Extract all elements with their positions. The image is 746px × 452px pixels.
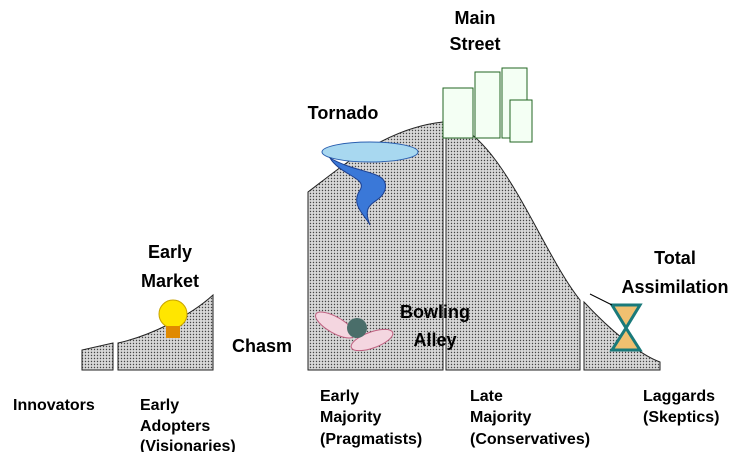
stage-label: Street: [449, 34, 500, 54]
stage-label: Chasm: [232, 336, 292, 356]
stage-label: Bowling: [400, 302, 470, 322]
adoption-diagram: Main Street Tornado Early Market Chasm B…: [0, 0, 746, 452]
late-majority-area: [446, 122, 580, 370]
stage-label: Total: [654, 248, 696, 268]
innovators-area: [82, 343, 113, 370]
segment-label: Innovators: [13, 397, 95, 414]
segment-label: Majority: [470, 409, 531, 426]
segment-label: Majority: [320, 409, 381, 426]
segment-label: (Pragmatists): [320, 431, 422, 448]
segment-label: (Visionaries): [140, 438, 236, 452]
segment-label: Early: [320, 388, 359, 405]
stage-label: Main: [454, 8, 495, 28]
stage-label: Market: [141, 271, 199, 291]
assimilation-pointer: [590, 294, 612, 305]
segment-label: Late: [470, 388, 503, 405]
buildings-icon: [443, 68, 532, 142]
segment-label: (Skeptics): [643, 409, 719, 426]
segment-label: Adopters: [140, 418, 210, 435]
stage-label: Tornado: [308, 103, 379, 123]
segment-label: Laggards: [643, 388, 715, 405]
stage-label: Assimilation: [621, 277, 728, 297]
segment-label: Early: [140, 397, 179, 414]
hourglass-icon: [612, 305, 640, 350]
stage-label: Alley: [413, 330, 456, 350]
segment-label: (Conservatives): [470, 431, 590, 448]
stage-label: Early: [148, 242, 192, 262]
